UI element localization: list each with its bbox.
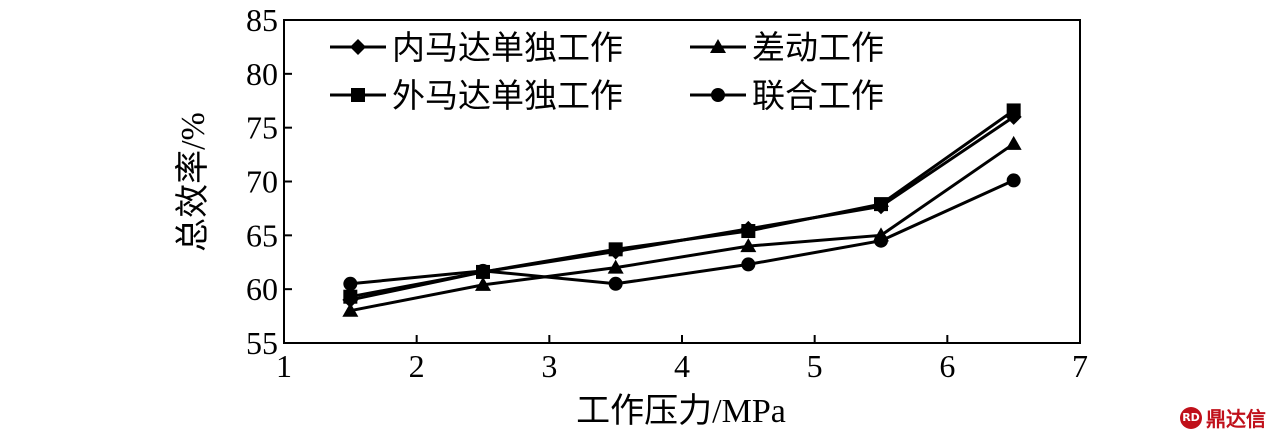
data-point [475, 276, 491, 291]
data-point [343, 276, 358, 291]
y-tick-label: 60 [246, 271, 278, 307]
x-axis-label: 工作压力/MPa [576, 392, 786, 430]
x-tick-label: 3 [541, 348, 557, 384]
x-tick-label: 4 [674, 348, 690, 384]
data-point [874, 197, 888, 212]
legend-label: 外马达单独工作 [392, 78, 623, 115]
data-point [608, 276, 623, 291]
legend-item: 内马达单独工作 [330, 30, 623, 67]
y-axis-label: 总效率/% [174, 112, 212, 252]
legend-item: 联合工作 [690, 78, 884, 115]
x-tick-label: 2 [409, 348, 425, 384]
series-lines [342, 103, 1022, 317]
y-tick-label: 70 [246, 164, 278, 200]
legend-item: 差动工作 [690, 30, 884, 67]
series-triangle [342, 135, 1022, 317]
y-tick-label: 85 [246, 2, 278, 38]
data-point [608, 242, 623, 257]
legend-label: 内马达单独工作 [392, 30, 623, 67]
logo-icon: RD [1180, 406, 1202, 429]
series-line [350, 109, 1015, 299]
x-tick-label: 1 [276, 348, 292, 384]
watermark: RD 鼎达信 [1180, 403, 1266, 432]
series-line [350, 142, 1015, 313]
legend-marker [711, 88, 725, 102]
series-line [350, 115, 1015, 302]
data-point [741, 224, 756, 239]
data-point [343, 289, 358, 304]
y-tick-label: 80 [246, 56, 278, 92]
x-tick-label: 6 [939, 348, 955, 384]
legend-item: 外马达单独工作 [330, 78, 623, 115]
y-tick-label: 55 [246, 325, 278, 361]
x-tick-label: 5 [807, 348, 823, 384]
data-point [342, 302, 359, 317]
legend-label: 联合工作 [752, 78, 884, 115]
watermark-text: 鼎达信 [1206, 407, 1266, 431]
series-circle [343, 173, 1021, 291]
data-point [607, 259, 624, 274]
data-point [741, 257, 756, 272]
series-line [350, 179, 1015, 286]
legend-marker [351, 88, 365, 102]
y-tick-label: 75 [246, 110, 278, 146]
legend-marker [350, 39, 366, 55]
legend-label: 差动工作 [752, 30, 884, 67]
data-point [740, 238, 757, 253]
legend-marker [710, 39, 726, 53]
data-point [476, 263, 490, 278]
data-point [874, 233, 888, 248]
data-point [1005, 135, 1022, 150]
y-tick-label: 65 [246, 217, 278, 253]
axes: 1 2 3 4 5 6 7 55 60 65 70 75 80 85 [246, 2, 1088, 384]
data-point [1006, 173, 1021, 188]
x-tick-label: 7 [1072, 348, 1088, 384]
data-point [1006, 103, 1021, 118]
